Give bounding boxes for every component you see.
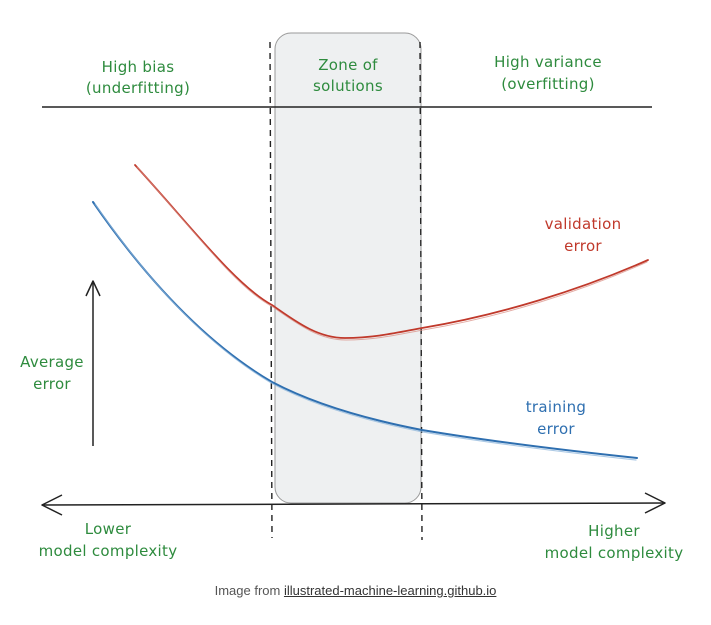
bias-variance-diagram: High bias (underfitting) Zone of solutio… [20, 32, 684, 562]
y-axis-label-line1: Average [20, 353, 84, 371]
x-axis-line [41, 502, 666, 506]
solution-zone-box [274, 32, 422, 504]
y-axis-arrow-head [85, 280, 101, 297]
region-left-line1: High bias [102, 58, 175, 76]
training-label-line1: training [526, 398, 587, 416]
training-label-line2: error [537, 420, 575, 438]
x-axis-left-label-line1: Lower [85, 520, 132, 538]
region-right-line1: High variance [494, 53, 602, 71]
region-right-line2: (overfitting) [501, 75, 594, 93]
region-middle-line1: Zone of [318, 56, 378, 74]
region-middle-line2: solutions [313, 77, 383, 95]
caption-prefix: Image from [214, 583, 284, 598]
x-axis-left-label-line2: model complexity [39, 542, 178, 560]
x-axis-right-label-line2: model complexity [545, 544, 684, 562]
x-axis-right-label-line1: Higher [588, 522, 640, 540]
validation-label-line1: validation [545, 215, 622, 233]
region-left-line2: (underfitting) [86, 79, 190, 97]
validation-label-line2: error [564, 237, 602, 255]
source-link[interactable]: illustrated-machine-learning.github.io [283, 583, 497, 598]
image-caption: Image from illustrated-machine-learning.… [0, 583, 711, 598]
left-dashed-boundary [269, 41, 273, 539]
training-error-curve-sketch [94, 203, 637, 461]
x-axis-left-arrow-head [41, 494, 63, 516]
x-axis-right-arrow-head [644, 492, 666, 514]
y-axis-label-line2: error [33, 375, 71, 393]
validation-error-curve [134, 164, 649, 339]
validation-error-curve-sketch [136, 166, 648, 341]
